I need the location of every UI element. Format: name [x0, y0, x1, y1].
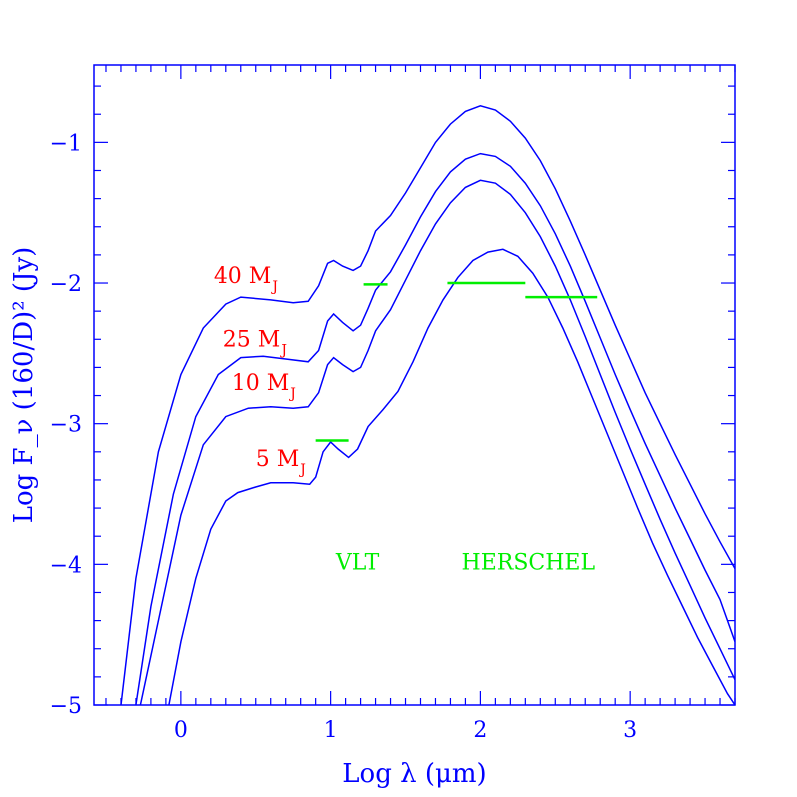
x-tick-label: 1 [324, 718, 338, 743]
y-tick-label: −2 [50, 272, 82, 297]
series-label: 25 M [223, 327, 281, 352]
y-axis-title: Log F_ν (160/D)² (Jy) [9, 247, 39, 524]
series-label: 5 M [256, 447, 300, 472]
plot-frame [93, 64, 736, 706]
sed-curve-25-m_j [135, 152, 735, 705]
y-tick-label: −3 [50, 413, 82, 438]
sed-curve-5-m_j [168, 248, 735, 705]
x-axis-title: Log λ (μm) [342, 759, 486, 789]
x-tick-label: 3 [623, 718, 637, 743]
instrument-label: VLT [335, 551, 380, 576]
instrument-label: HERSCHEL [462, 551, 596, 576]
series-label: 10 M [232, 371, 290, 396]
x-tick-label: 0 [174, 718, 188, 743]
series-label: 40 M [214, 264, 272, 289]
sed-curve-10-m_j [139, 179, 735, 705]
series-label-subscript: J [288, 386, 296, 402]
series-label-subscript: J [279, 342, 287, 358]
x-tick-label: 2 [473, 718, 487, 743]
series-label-subscript: J [270, 279, 278, 295]
series-label-subscript: J [298, 462, 306, 478]
y-tick-label: −5 [50, 694, 82, 719]
y-tick-label: −1 [50, 131, 82, 156]
y-tick-label: −4 [50, 553, 82, 578]
sed-curve-40-m_j [120, 105, 735, 705]
